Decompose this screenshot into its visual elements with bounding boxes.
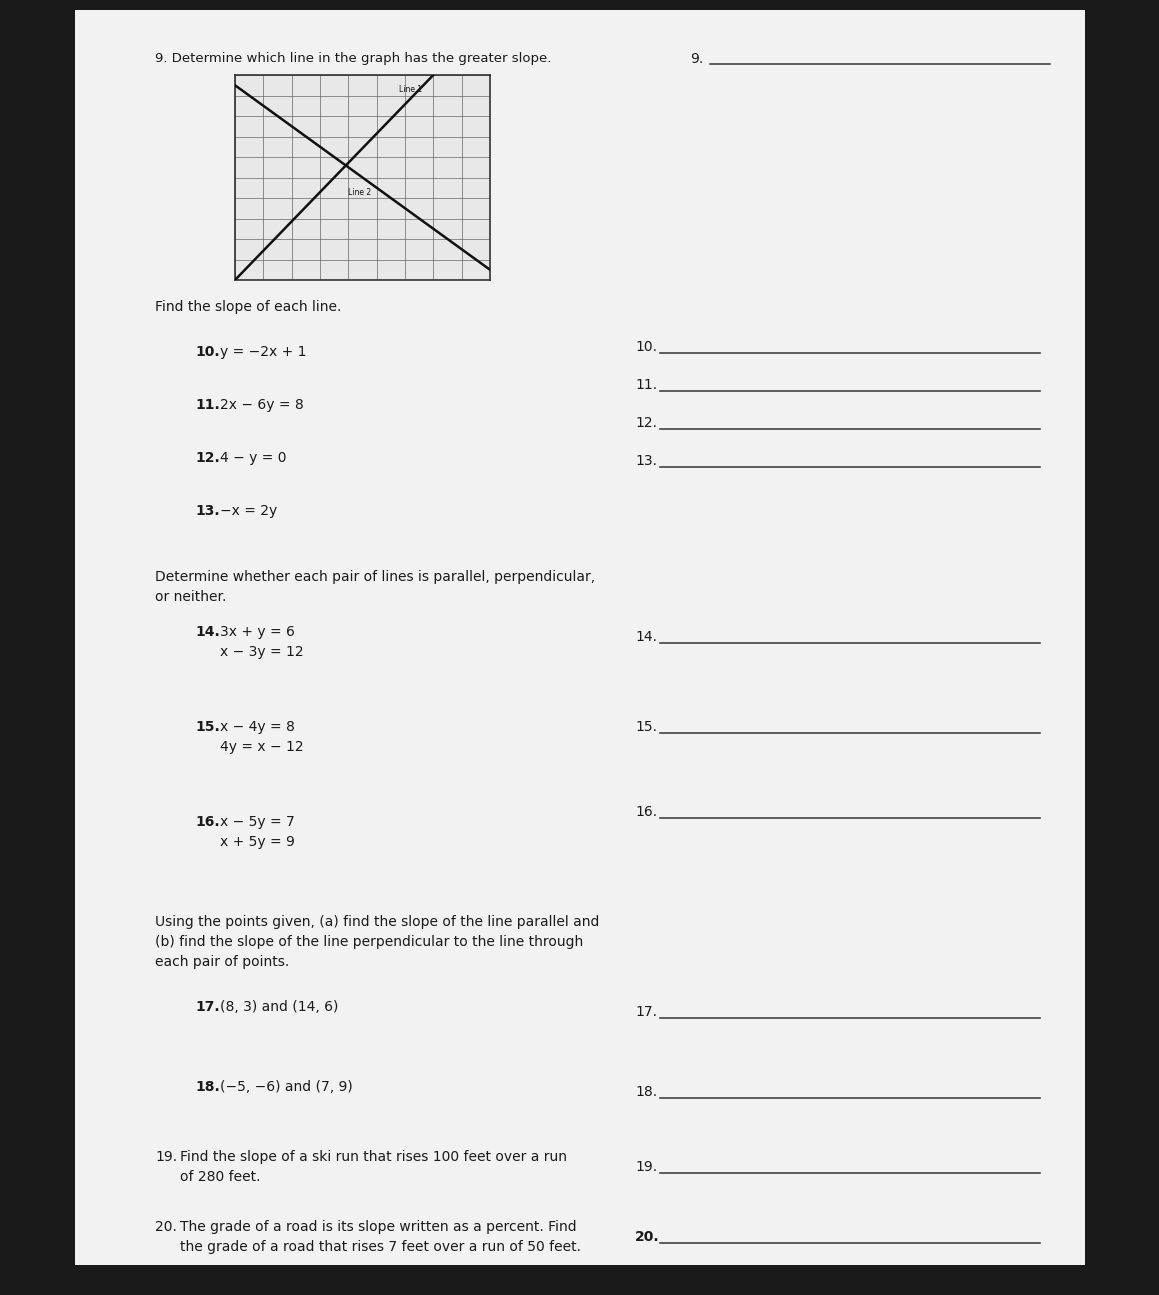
Text: 15.: 15.: [195, 720, 220, 734]
Text: Determine whether each pair of lines is parallel, perpendicular,: Determine whether each pair of lines is …: [155, 570, 595, 584]
Text: −x = 2y: −x = 2y: [220, 504, 277, 518]
Text: x − 3y = 12: x − 3y = 12: [220, 645, 304, 659]
Text: 4 − y = 0: 4 − y = 0: [220, 451, 286, 465]
Text: 18.: 18.: [635, 1085, 657, 1099]
Text: the grade of a road that rises 7 feet over a run of 50 feet.: the grade of a road that rises 7 feet ov…: [180, 1241, 581, 1254]
Text: 19.: 19.: [635, 1160, 657, 1175]
Text: or neither.: or neither.: [155, 591, 226, 603]
Text: 9. Determine which line in the graph has the greater slope.: 9. Determine which line in the graph has…: [155, 52, 552, 65]
Text: The grade of a road is its slope written as a percent. Find: The grade of a road is its slope written…: [180, 1220, 577, 1234]
Text: 14.: 14.: [635, 629, 657, 644]
Text: 9.: 9.: [690, 52, 704, 66]
Text: 18.: 18.: [195, 1080, 220, 1094]
Text: 12.: 12.: [635, 416, 657, 430]
Text: 20.: 20.: [155, 1220, 177, 1234]
Text: 20.: 20.: [635, 1230, 659, 1244]
Text: 19.: 19.: [155, 1150, 177, 1164]
Text: x − 5y = 7: x − 5y = 7: [220, 815, 294, 829]
Text: 13.: 13.: [635, 455, 657, 467]
Text: 17.: 17.: [635, 1005, 657, 1019]
Text: x − 4y = 8: x − 4y = 8: [220, 720, 294, 734]
Text: 11.: 11.: [635, 378, 657, 392]
Text: 15.: 15.: [635, 720, 657, 734]
Text: of 280 feet.: of 280 feet.: [180, 1169, 261, 1184]
Text: (b) find the slope of the line perpendicular to the line through: (b) find the slope of the line perpendic…: [155, 935, 583, 949]
Text: Line 2: Line 2: [349, 188, 371, 197]
Text: (−5, −6) and (7, 9): (−5, −6) and (7, 9): [220, 1080, 352, 1094]
Text: 2x − 6y = 8: 2x − 6y = 8: [220, 398, 304, 412]
Text: Find the slope of a ski run that rises 100 feet over a run: Find the slope of a ski run that rises 1…: [180, 1150, 567, 1164]
Text: 14.: 14.: [195, 625, 220, 638]
Text: 4y = x − 12: 4y = x − 12: [220, 739, 304, 754]
Text: 10.: 10.: [635, 341, 657, 354]
Text: Line 1: Line 1: [400, 85, 423, 95]
Text: 16.: 16.: [195, 815, 219, 829]
Text: 11.: 11.: [195, 398, 220, 412]
Text: (8, 3) and (14, 6): (8, 3) and (14, 6): [220, 1000, 338, 1014]
Text: 16.: 16.: [635, 805, 657, 818]
Text: 12.: 12.: [195, 451, 220, 465]
Text: 13.: 13.: [195, 504, 219, 518]
Text: 17.: 17.: [195, 1000, 219, 1014]
Text: Find the slope of each line.: Find the slope of each line.: [155, 300, 342, 313]
Text: Using the points given, (a) find the slope of the line parallel and: Using the points given, (a) find the slo…: [155, 916, 599, 929]
Text: 3x + y = 6: 3x + y = 6: [220, 625, 294, 638]
Text: x + 5y = 9: x + 5y = 9: [220, 835, 294, 850]
Text: each pair of points.: each pair of points.: [155, 954, 290, 969]
Text: 10.: 10.: [195, 344, 219, 359]
FancyBboxPatch shape: [75, 10, 1085, 1265]
Text: y = −2x + 1: y = −2x + 1: [220, 344, 306, 359]
